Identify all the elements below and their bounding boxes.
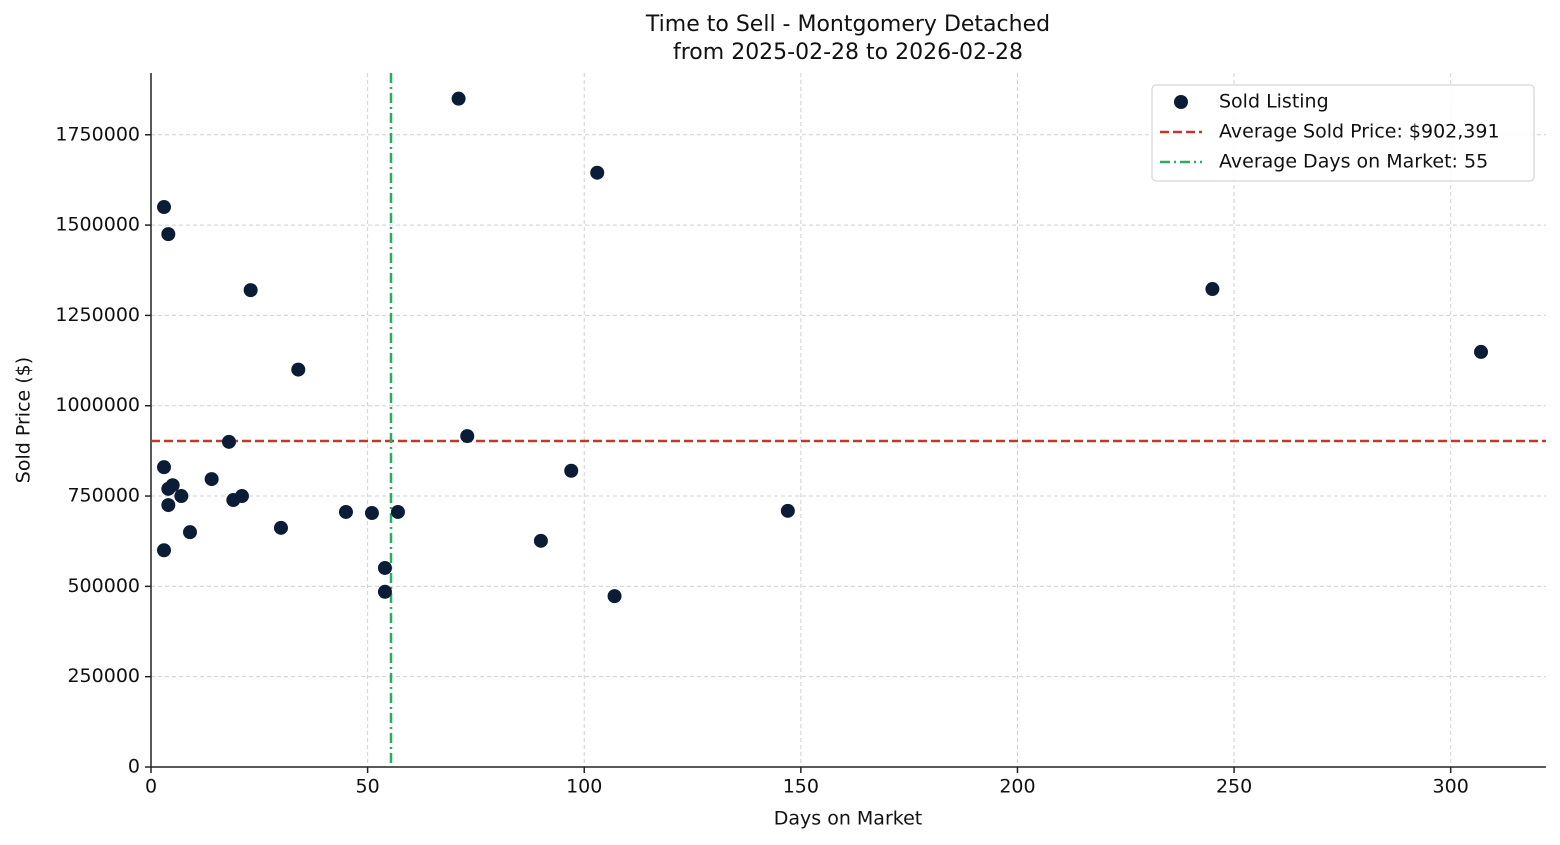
- data-point: [291, 362, 306, 377]
- legend-marker: [1174, 95, 1188, 109]
- data-point: [607, 589, 622, 604]
- x-tick-label: 200: [999, 776, 1035, 798]
- data-point: [533, 533, 548, 548]
- y-tick-label: 0: [128, 756, 140, 778]
- data-point: [390, 504, 405, 519]
- data-point: [156, 543, 171, 558]
- data-point: [204, 472, 219, 487]
- data-point: [377, 560, 392, 575]
- data-point: [161, 498, 176, 513]
- y-tick-label: 750000: [67, 485, 140, 507]
- x-tick-label: 0: [145, 776, 157, 798]
- y-tick-label: 1250000: [55, 304, 140, 326]
- x-tick-label: 50: [356, 776, 380, 798]
- legend: Sold Listing Average Sold Price: $902,391…: [1151, 84, 1535, 182]
- y-tick-label: 1500000: [55, 214, 140, 236]
- legend-label: Average Days on Market: 55: [1219, 151, 1488, 173]
- data-point: [174, 489, 189, 504]
- legend-label: Average Sold Price: $902,391: [1219, 121, 1500, 143]
- y-tick-label: 1750000: [55, 123, 140, 145]
- y-tick-label: 1000000: [55, 394, 140, 416]
- data-point: [1205, 282, 1220, 297]
- x-tick-label: 300: [1433, 776, 1469, 798]
- data-point: [165, 478, 180, 493]
- data-point: [182, 525, 197, 540]
- data-point: [564, 463, 579, 478]
- y-tick-label: 500000: [67, 575, 140, 597]
- legend-box: [1151, 84, 1535, 182]
- legend-label: Sold Listing: [1219, 91, 1329, 113]
- data-point: [460, 429, 475, 444]
- x-tick-label: 150: [783, 776, 819, 798]
- chart-subtitle: from 2025-02-28 to 2026-02-28: [673, 40, 1023, 65]
- data-point: [161, 227, 176, 242]
- x-tick-label: 100: [566, 776, 602, 798]
- y-axis-label: Sold Price ($): [13, 357, 35, 483]
- data-point: [273, 520, 288, 535]
- data-point: [451, 91, 466, 106]
- data-point: [338, 504, 353, 519]
- data-point: [780, 503, 795, 518]
- data-point: [1474, 344, 1489, 359]
- data-point: [221, 434, 236, 449]
- x-tick-label: 250: [1216, 776, 1252, 798]
- y-tick-label: 250000: [67, 665, 140, 687]
- data-point: [234, 489, 249, 504]
- data-point: [364, 506, 379, 521]
- data-point: [243, 283, 258, 298]
- data-point: [377, 584, 392, 599]
- data-point: [590, 165, 605, 180]
- data-point: [156, 200, 171, 215]
- chart-title: Time to Sell - Montgomery Detached: [645, 12, 1050, 37]
- x-axis-label: Days on Market: [774, 808, 922, 830]
- data-point: [156, 460, 171, 475]
